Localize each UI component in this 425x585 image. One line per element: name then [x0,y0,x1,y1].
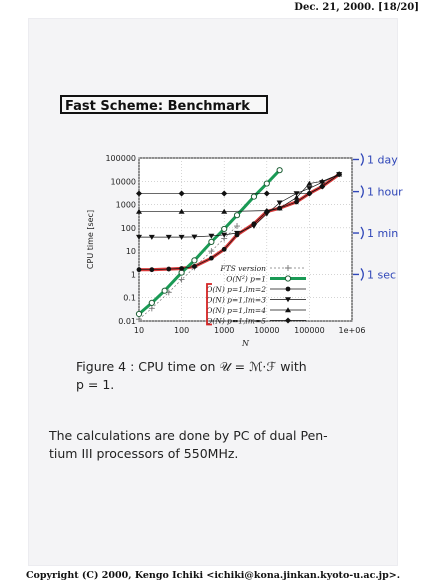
data-point-series-4 [178,208,185,214]
y-tick-label: 1000 [116,201,136,210]
data-point-series-5 [221,190,228,197]
legend-marker [285,297,291,303]
copyright-footer: Copyright (C) 2000, Kengo Ichiki <ichiki… [26,570,401,581]
legend-marker [285,265,291,271]
y-axis-label: CPU time [sec] [86,210,95,269]
data-point-series-0 [148,305,155,312]
legend-label: O(N) p=1,lm=4 [206,306,266,315]
legend-marker [285,317,291,324]
x-tick-label: 10 [134,326,144,335]
data-point-series-0 [208,248,215,255]
data-point-series-1 [250,193,258,200]
data-point-series-1 [161,287,168,294]
data-point-series-3 [276,200,283,206]
data-point-series-0 [234,223,241,230]
data-point-series-1 [135,310,143,318]
data-point-series-3 [148,234,155,240]
x-tick-label: 10000 [254,326,279,335]
y-tick-label: 1 [131,270,136,279]
data-point-series-1 [208,238,215,245]
time-annotation: 1 sec [367,268,396,281]
data-point-series-2 [166,266,172,272]
legend-label: O(N) p=1,lm=2 [206,285,266,294]
data-point-series-3 [250,223,257,229]
legend-label: FTS version [219,264,266,273]
legend-label: O(N) p=1,lm=5 [206,317,266,326]
page-date: Dec. 21, 2000. [18/20] [294,2,419,13]
x-tick-label: 100 [174,326,189,335]
data-point-series-5 [306,190,313,197]
data-point-series-3 [136,234,142,240]
data-point-series-4 [319,178,326,184]
series-line-0 [138,225,238,320]
annotation-brace [360,153,364,166]
legend-marker [285,286,291,292]
data-point-series-0 [178,276,185,283]
legend-bracket [206,283,212,326]
data-point-series-5 [263,190,270,197]
data-point-series-2 [149,267,155,273]
annotation-brace [360,268,364,281]
data-point-series-3 [165,234,172,240]
data-point-series-5 [178,190,185,197]
data-point-series-4 [276,205,283,211]
legend-marker [284,275,292,282]
y-tick-label: 10000 [111,177,136,186]
y-tick-label: 0.1 [123,294,136,303]
data-point-series-5 [319,183,326,190]
data-point-series-5 [336,171,343,178]
caption-line-2: p = 1. [76,377,115,392]
data-point-series-3 [191,234,198,240]
data-point-series-3 [208,233,215,239]
y-tick-label: 100000 [105,154,136,163]
time-annotation: 1 hour [367,186,403,199]
data-point-series-3 [234,230,241,236]
body-paragraph: The calculations are done by PC of dual … [49,427,379,463]
data-point-series-3 [263,211,270,217]
legend-marker [285,307,291,313]
y-tick-label: 0.01 [118,317,136,326]
data-point-series-4 [263,207,270,213]
data-point-series-1 [221,225,228,233]
slide-title: Fast Scheme: Benchmark [60,95,268,114]
body-line-2: tium III processors of 550MHz. [49,446,239,461]
data-point-series-2 [179,266,185,271]
data-point-series-4 [306,180,313,186]
y-tick-label: 10 [126,247,136,256]
data-point-series-3 [306,186,313,192]
data-point-series-5 [136,190,142,197]
x-axis-label: N [241,339,250,348]
annotation-brace [360,226,364,240]
data-point-series-2 [294,199,299,205]
data-point-series-1 [276,167,283,174]
legend-label: O(N²) p=1 [226,275,266,284]
data-point-series-0 [136,316,142,323]
data-point-series-4 [221,208,228,214]
body-line-1: The calculations are done by PC of dual … [49,428,328,443]
data-point-series-1 [263,180,270,187]
annotation-brace [360,185,364,199]
data-point-series-1 [148,299,155,306]
figure-caption: Figure 4 : CPU time on 𝒰 = ℳ·ℱ with p = … [76,358,366,394]
time-annotation: 1 min [367,227,398,240]
data-point-series-2 [221,246,227,252]
time-annotation: 1 day [367,153,398,166]
data-point-series-1 [233,212,241,219]
x-tick-label: 1000 [214,326,234,335]
data-point-series-2 [136,267,142,273]
data-point-series-4 [293,194,300,200]
caption-line-1: Figure 4 : CPU time on 𝒰 = ℳ·ℱ with [76,359,307,374]
data-point-series-4 [136,208,142,214]
data-point-series-2 [208,255,214,261]
x-tick-label: 100000 [294,326,325,335]
data-point-series-2 [192,264,197,269]
data-point-series-3 [221,232,228,238]
data-point-series-3 [178,234,185,240]
x-tick-label: 1e+06 [339,326,366,335]
legend-label: O(N) p=1,lm=3 [206,296,266,305]
y-tick-label: 100 [121,224,136,233]
data-point-series-1 [191,257,198,264]
